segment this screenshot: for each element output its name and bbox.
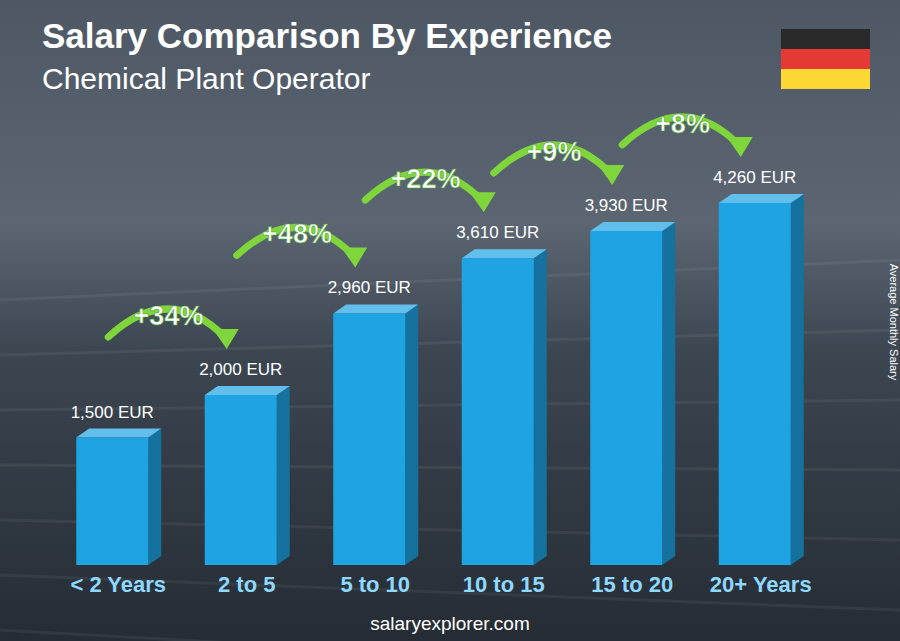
background [0,0,900,641]
bar-side [534,249,547,565]
annotation-arrowhead [727,137,753,157]
bar [76,438,148,566]
bar-top [333,304,418,313]
bar-side [791,194,804,565]
bar-top [462,249,547,258]
annotation-text: +34% [134,301,204,331]
annotation-arrowhead [470,192,496,212]
data-label: 2,960 EUR [328,278,411,297]
data-label: 2,000 EUR [199,360,282,379]
labels: 1,500 EUR < 2 Years 2,000 EUR 2 to 5 2,960 E… [70,168,811,597]
data-label: 1,500 EUR [71,403,154,422]
data-label: 3,610 EUR [456,223,539,242]
annotation-arrowhead [341,247,367,267]
annotation-text: +48% [262,219,332,249]
bars [76,194,804,565]
flag-stripe [781,29,870,49]
x-tick-label: 2 to 5 [218,572,275,597]
annotation-text: +9% [527,137,582,167]
y-axis-label: Average Monthly Salary [888,264,900,381]
bar [333,313,405,565]
annotations: +34% +48% +22% +9% +8% [108,109,753,349]
bar-side [277,386,290,565]
data-label: 4,260 EUR [713,168,796,187]
source: salaryexplorer.com [370,613,529,634]
bar-top [590,222,675,231]
subtitle: Chemical Plant Operator [42,62,370,95]
x-tick-label: 20+ Years [710,572,812,597]
data-label: 3,930 EUR [585,196,668,215]
bar-side [148,429,161,566]
annotation-arrowhead [598,165,624,185]
flag-stripe [781,69,870,89]
x-tick-label: 15 to 20 [591,572,673,597]
x-tick-label: 10 to 15 [463,572,545,597]
bar [462,258,534,565]
x-tick-label: < 2 Years [70,572,166,597]
bar-top [719,194,804,203]
bar-side [662,222,675,565]
bar-side [405,304,418,565]
bar-top [205,386,290,395]
annotation-arrowhead [213,329,239,349]
x-tick-label: 5 to 10 [340,572,410,597]
flag-stripe [781,49,870,69]
bar [590,231,662,565]
bar [719,203,791,565]
title: Salary Comparison By Experience [42,16,612,55]
annotation-text: +8% [655,109,710,139]
bar-top [76,429,161,438]
bar [205,395,277,565]
chart-root: Salary Comparison By Experience Chemical … [0,0,900,641]
chart-svg: Salary Comparison By Experience Chemical … [0,0,900,641]
annotation-text: +22% [391,164,461,194]
